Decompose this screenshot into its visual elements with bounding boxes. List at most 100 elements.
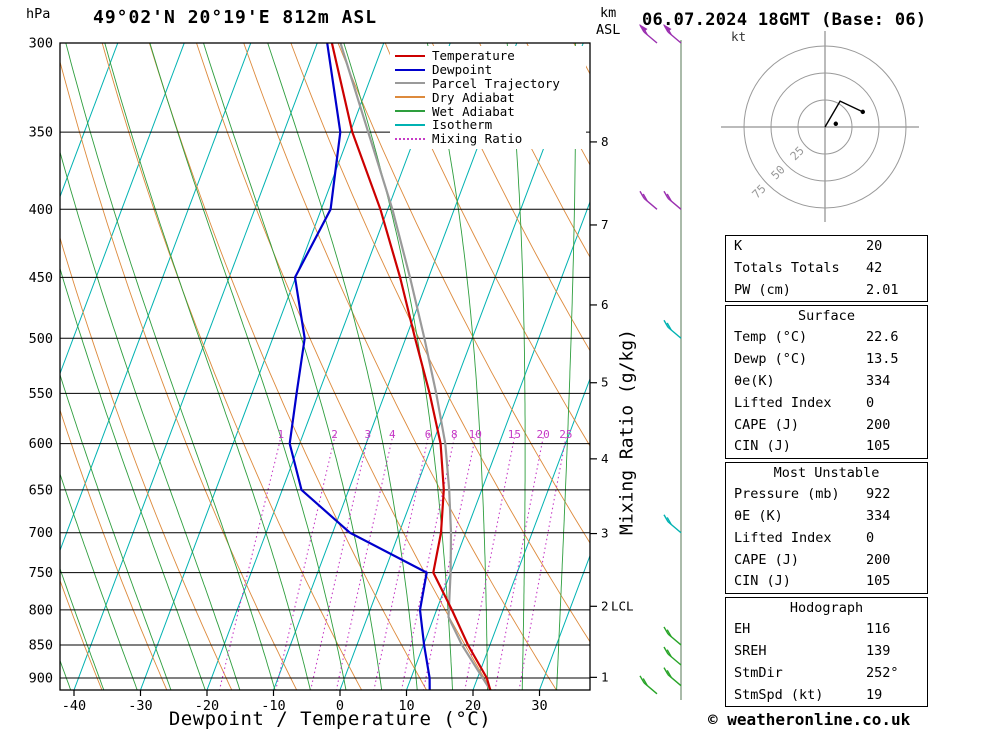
wind-barb (639, 675, 658, 695)
table-row-label: θE (K) (734, 507, 783, 524)
legend-line-sample (395, 137, 425, 140)
lcl-label: LCL (611, 598, 634, 613)
hodograph-trace (824, 100, 865, 128)
skewt-chart: 300350400450500550600650700750800850900-… (29, 24, 682, 714)
table-row: Totals Totals 42 (726, 258, 927, 280)
svg-text:400: 400 (29, 202, 53, 218)
table-section-header: Most Unstable (773, 465, 880, 482)
datetime-title: 06.07.2024 18GMT (Base: 06) (642, 10, 927, 30)
table-row-value: 2.01 (866, 281, 899, 298)
legend-item: Mixing Ratio (395, 131, 586, 146)
table-row-label: Lifted Index (734, 394, 832, 411)
table-row-value: 0 (866, 394, 875, 411)
table-row-label: Dewp (°C) (734, 351, 808, 368)
table-row-label: Temp (°C) (734, 329, 808, 346)
table-row: PW (cm) 2.01 (726, 280, 927, 302)
table-row: StmSpd (kt) 19 (726, 685, 927, 707)
wind-barb (639, 24, 658, 44)
svg-text:-30: -30 (128, 698, 152, 714)
svg-text:850: 850 (29, 637, 53, 653)
wind-barb (663, 319, 682, 339)
mixing-ratio-value-labels: 1 2 3 4 6 8 10 15 20 25 (278, 428, 573, 441)
wind-barb (639, 190, 658, 210)
svg-text:6: 6 (425, 428, 432, 441)
table-row-label: StmDir (734, 664, 783, 681)
legend-label: Dewpoint (432, 62, 493, 78)
legend-line-sample (395, 54, 425, 57)
pressure-gridlines (60, 42, 590, 679)
table-row-label: StmSpd (kt) (734, 686, 824, 703)
legend-label: Temperature (432, 48, 515, 64)
svg-text:4: 4 (601, 451, 609, 466)
table-row: Lifted Index 0 (726, 528, 927, 550)
table-row-value: 105 (866, 573, 891, 590)
table-row-value: 13.5 (866, 351, 899, 368)
legend-label: Isotherm (432, 117, 493, 133)
svg-text:25: 25 (559, 428, 572, 441)
table-row-value: 42 (866, 259, 883, 276)
table-row-value: 22.6 (866, 329, 899, 346)
svg-text:-10: -10 (261, 698, 285, 714)
table-row-label: CAPE (J) (734, 416, 800, 433)
svg-text:8: 8 (601, 134, 609, 149)
svg-text:2: 2 (331, 428, 338, 441)
table-row-value: 19 (866, 686, 883, 703)
svg-text:450: 450 (29, 270, 53, 286)
table-row-value: 252° (866, 664, 899, 681)
stats-tables: K 20 Totals Totals 42 PW (cm) 2.01 Surface Temp… (725, 235, 928, 710)
table-row-label: Totals Totals (734, 259, 840, 276)
chart-legend: Temperature Dewpoint Parcel Trajectory Dry … (390, 46, 586, 149)
svg-text:3: 3 (601, 526, 609, 541)
svg-text:1: 1 (601, 669, 609, 684)
legend-line-sample (395, 82, 425, 85)
table-row-label: CAPE (J) (734, 551, 800, 568)
legend-label: Parcel Trajectory (432, 76, 560, 91)
table-row-label: Pressure (mb) (734, 486, 840, 503)
table-row-value: 922 (866, 486, 891, 503)
svg-text:10: 10 (469, 428, 482, 441)
svg-text:5: 5 (601, 375, 609, 390)
table-row-label: K (734, 238, 743, 254)
table-row: Dewp (°C) 13.5 (726, 349, 927, 371)
svg-text:600: 600 (29, 436, 53, 452)
table-row: SREH 139 (726, 641, 927, 663)
svg-text:500: 500 (29, 331, 53, 347)
svg-text:750: 750 (29, 565, 53, 581)
mixing-ratio-axis-label: Mixing Ratio (g/kg) (616, 329, 638, 535)
km-axis-unit-line1: km (600, 5, 617, 21)
stats-table: Hodograph EH 116 SREH 139 StmDir 252° StmSpd (k… (725, 597, 928, 708)
table-row: CAPE (J) 200 (726, 415, 927, 437)
svg-text:6: 6 (601, 297, 609, 312)
copyright: © weatheronline.co.uk (708, 710, 911, 729)
wind-barb (663, 646, 682, 666)
temperature-tick-labels: -40 -30 -20 -10 0 10 20 30 (62, 690, 548, 714)
plot-border (59, 42, 591, 691)
svg-text:8: 8 (451, 428, 458, 441)
legend-item: Temperature (395, 48, 586, 64)
x-axis-label: Dewpoint / Temperature (°C) (168, 708, 492, 730)
table-row: θe(K) 334 (726, 371, 927, 393)
km-axis-unit-line2: ASL (596, 22, 621, 38)
table-row: θE (K) 334 (726, 506, 927, 528)
pressure-tick-labels: 300 350 400 450 500 550 600 650 700 750 800 850 900 (29, 36, 53, 687)
hodograph-ring-label: 25 (787, 143, 807, 163)
dewpoint-curve (288, 43, 431, 690)
table-row-value: 20 (866, 238, 883, 254)
svg-text:900: 900 (29, 670, 53, 686)
legend-item: Dewpoint (395, 62, 586, 78)
legend-label: Wet Adiabat (432, 103, 515, 119)
wet-adiabat-lines (60, 43, 577, 690)
table-row: EH 116 (726, 619, 927, 641)
svg-text:3: 3 (365, 428, 372, 441)
svg-text:350: 350 (29, 125, 53, 141)
svg-text:-40: -40 (62, 698, 86, 714)
svg-text:700: 700 (29, 525, 53, 541)
svg-text:550: 550 (29, 386, 53, 402)
table-section-header: Surface (798, 308, 855, 325)
svg-text:4: 4 (389, 428, 396, 441)
svg-text:20: 20 (465, 698, 481, 714)
svg-text:1: 1 (278, 428, 285, 441)
legend-label: Dry Adiabat (432, 89, 515, 105)
table-row-label: PW (cm) (734, 281, 791, 298)
